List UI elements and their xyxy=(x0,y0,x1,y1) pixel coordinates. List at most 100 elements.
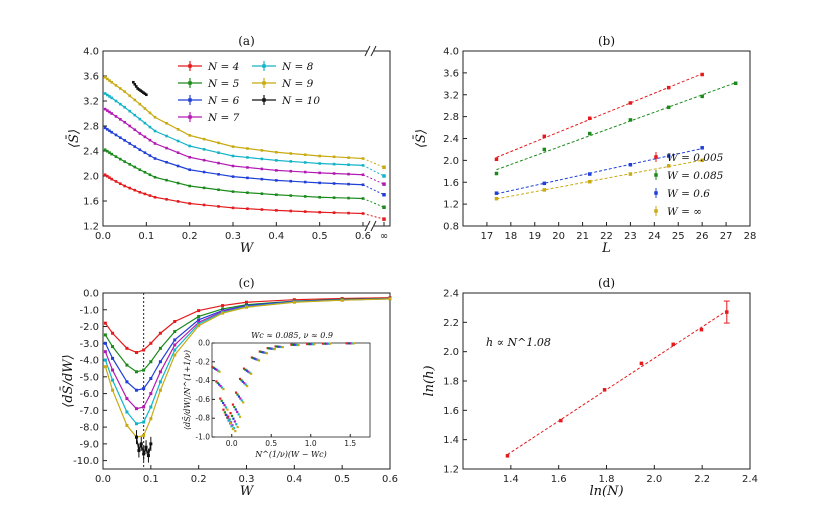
y-tick-label: 1.6 xyxy=(443,406,459,417)
data-point xyxy=(125,410,129,414)
legend-swatch-marker xyxy=(262,64,266,68)
data-point xyxy=(110,96,113,100)
data-point xyxy=(289,194,293,197)
data-point xyxy=(114,133,118,137)
data-point xyxy=(111,331,115,335)
data-point xyxy=(700,72,704,77)
y-tick-label: -2.0 xyxy=(79,322,99,333)
data-point xyxy=(494,191,499,195)
data-point xyxy=(700,158,704,163)
data-point-infinity xyxy=(382,165,386,169)
data-point xyxy=(148,194,152,197)
inset-data-point xyxy=(290,343,293,346)
data-point xyxy=(142,368,146,372)
data-point xyxy=(108,129,111,133)
inset-data-point xyxy=(326,342,329,345)
data-point xyxy=(133,145,137,148)
data-point xyxy=(134,407,138,411)
data-point xyxy=(103,75,107,79)
data-point xyxy=(139,89,142,92)
inset-data-point xyxy=(226,416,229,419)
data-point-infinity xyxy=(382,182,386,186)
inset-x-tick-label: 0.0 xyxy=(226,439,238,448)
data-point xyxy=(134,370,138,374)
axis-break-mark xyxy=(364,45,371,57)
data-point xyxy=(347,182,350,186)
data-point xyxy=(165,121,168,125)
inset-data-point xyxy=(280,345,283,349)
data-point xyxy=(138,168,142,172)
data-point xyxy=(275,169,278,172)
data-point xyxy=(108,95,111,98)
data-point xyxy=(275,193,278,197)
data-point xyxy=(143,170,147,174)
y-tick-label: 3.2 xyxy=(443,90,459,101)
data-point xyxy=(221,307,225,311)
data-point xyxy=(108,176,111,179)
inset-data-point xyxy=(219,397,222,400)
x-tick-label: 0.2 xyxy=(191,474,207,485)
series-line xyxy=(104,127,364,186)
panel-c: (c) W ⟨dS̄/dW⟩ 0.0 0.1 0.2 0.3 0.4 0.5 0.6 0.0 -1.0… xyxy=(60,276,398,499)
data-point xyxy=(221,304,225,308)
legend-label: N = 6 xyxy=(207,95,240,107)
x-tick-label: 19 xyxy=(528,231,541,242)
data-point xyxy=(142,387,146,391)
y-tick-label: -7.0 xyxy=(79,406,99,417)
inset-data-point xyxy=(229,421,232,425)
data-point xyxy=(260,177,264,181)
inset-data-point xyxy=(277,345,280,348)
data-point xyxy=(110,152,113,156)
data-point xyxy=(542,147,547,152)
x-tick-label: 0.0 xyxy=(95,474,111,485)
data-point xyxy=(149,417,153,421)
inset-y-tick-label: -0.4 xyxy=(195,376,210,385)
data-point xyxy=(138,148,142,152)
legend-label: W = 0.6 xyxy=(667,188,710,200)
data-point xyxy=(119,182,122,186)
legend: W = 0.005 W = 0.085 W = 0.6 W = ∞ xyxy=(654,152,724,218)
legend-label: W = 0.085 xyxy=(667,170,724,182)
inset-x-axis-label: N^(1/ν)(W − Wc) xyxy=(254,450,327,459)
data-point xyxy=(111,388,115,392)
y-tick-label: 1.2 xyxy=(443,200,459,211)
x-tick-label: 0.5 xyxy=(312,231,328,242)
data-point xyxy=(176,200,180,203)
inset-data-point xyxy=(321,342,325,345)
data-point xyxy=(119,157,122,161)
data-point xyxy=(165,198,168,201)
data-point xyxy=(158,380,162,384)
data-point xyxy=(128,142,132,145)
inset-data-point xyxy=(250,372,253,375)
data-point xyxy=(303,161,307,164)
inset-data-point xyxy=(311,343,314,346)
series-connector xyxy=(362,184,385,196)
series-line xyxy=(104,149,364,200)
x-tick-label: 0.3 xyxy=(239,474,255,485)
y-tick-label: -6.0 xyxy=(79,389,99,400)
data-point xyxy=(275,150,278,154)
series-line xyxy=(104,297,391,354)
data-point xyxy=(106,149,109,153)
data-point xyxy=(217,173,220,176)
x-tick-label: 25 xyxy=(672,231,685,242)
inset-data-point xyxy=(238,415,242,418)
data-point xyxy=(173,353,177,357)
inset-data-point xyxy=(252,357,255,360)
data-point xyxy=(347,196,350,200)
y-tick-label: -9.0 xyxy=(79,439,99,450)
data-point xyxy=(111,345,115,349)
data-point xyxy=(289,169,293,173)
inset-data-point xyxy=(244,383,247,386)
data-point xyxy=(260,208,264,211)
data-point xyxy=(231,145,235,148)
data-point xyxy=(158,370,162,374)
data-point-infinity xyxy=(382,205,386,209)
x-tick-label: 0.4 xyxy=(286,474,302,485)
data-point xyxy=(347,172,350,176)
data-point xyxy=(128,163,132,166)
x-tick-label: 1.6 xyxy=(551,474,567,485)
inset-y-tick-label: -1.0 xyxy=(195,433,210,442)
data-point xyxy=(128,109,132,113)
data-point xyxy=(246,191,249,194)
